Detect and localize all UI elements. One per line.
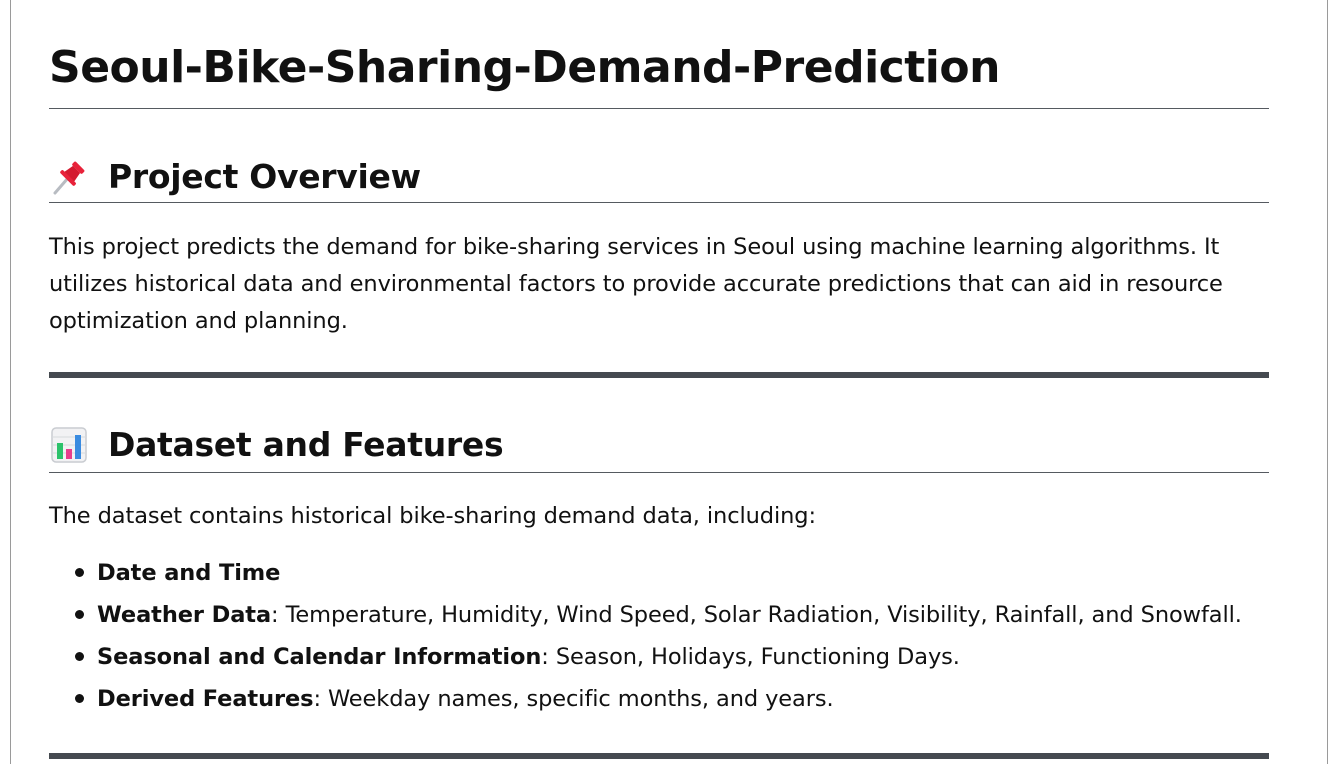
list-item-text: : Season, Holidays, Functioning Days. <box>541 644 960 670</box>
list-item: Derived Features: Weekday names, specifi… <box>75 678 1269 720</box>
overview-paragraph: This project predicts the demand for bik… <box>49 234 1223 334</box>
list-item-label: Date and Time <box>97 560 281 586</box>
section-divider <box>49 372 1269 378</box>
list-item: Seasonal and Calendar Information: Seaso… <box>75 636 1269 678</box>
bar-chart-icon <box>49 425 89 465</box>
bullet-icon <box>75 610 84 619</box>
section-heading-overview: Project Overview <box>49 151 1269 203</box>
list-item-text: : Weekday names, specific months, and ye… <box>313 686 834 712</box>
section-divider <box>49 753 1269 759</box>
list-item: Date and Time <box>75 552 1269 594</box>
list-item: Weather Data: Temperature, Humidity, Win… <box>75 594 1269 636</box>
page-title: Seoul-Bike-Sharing-Demand-Prediction <box>49 0 1269 109</box>
section-heading-dataset: Dataset and Features <box>49 418 1269 473</box>
section-heading-text: Dataset and Features <box>108 425 504 464</box>
bullet-icon <box>75 568 84 577</box>
bullet-icon <box>75 694 84 703</box>
pushpin-icon <box>49 157 89 197</box>
list-item-label: Seasonal and Calendar Information <box>97 644 542 670</box>
list-item-label: Weather Data <box>97 602 272 628</box>
document-frame <box>10 0 1328 764</box>
list-item-text: : Temperature, Humidity, Wind Speed, Sol… <box>271 602 1242 628</box>
bullet-icon <box>75 652 84 661</box>
feature-list: Date and Time Weather Data: Temperature,… <box>49 552 1269 720</box>
dataset-intro-paragraph: The dataset contains historical bike-sha… <box>49 503 816 529</box>
list-item-label: Derived Features <box>97 686 314 712</box>
markdown-document: Seoul-Bike-Sharing-Demand-Prediction Pro… <box>49 0 1269 759</box>
section-heading-text: Project Overview <box>108 156 421 196</box>
